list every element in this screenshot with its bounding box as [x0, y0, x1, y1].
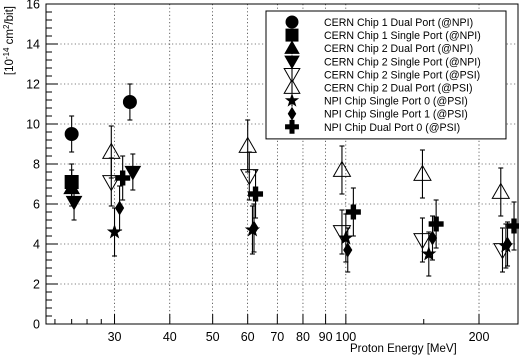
legend-marker — [285, 15, 299, 29]
x-tick-label: 100 — [335, 330, 356, 344]
data-point — [343, 242, 353, 258]
legend-label: CERN Chip 2 Single Port (@PSI) — [324, 69, 480, 81]
x-tick-label: 70 — [270, 330, 284, 344]
legend-item: NPI Chip Dual Port 0 (@PSI) — [285, 119, 460, 134]
legend-marker — [284, 55, 300, 70]
x-tick-label: 80 — [296, 330, 310, 344]
x-tick-label: 40 — [163, 330, 177, 344]
y-tick-label: 4 — [33, 238, 40, 252]
y-tick-label: 16 — [26, 0, 40, 12]
open-marker-point — [101, 142, 121, 159]
y-tick-label: 6 — [33, 198, 40, 212]
y-axis-title-prefix: [10 — [4, 59, 16, 75]
data-point — [115, 170, 131, 186]
legend: CERN Chip 1 Dual Port (@NPI)CERN Chip 1 … — [265, 10, 507, 140]
y-tick-label: 8 — [33, 158, 40, 172]
legend-label: NPI Chip Dual Port 0 (@PSI) — [324, 122, 460, 134]
data-point — [64, 127, 79, 141]
legend-item: CERN Chip 2 Single Port (@PSI) — [283, 68, 480, 84]
open-marker-point — [238, 136, 258, 153]
data-point — [427, 230, 438, 246]
y-tick-label: 0 — [33, 318, 40, 332]
open-marker-point — [413, 164, 432, 181]
x-tick-label: 60 — [241, 330, 255, 344]
x-axis-title: Proton Energy [MeV] — [350, 343, 457, 355]
data-point — [502, 236, 513, 252]
legend-label: CERN Chip 2 Dual Port (@PSI) — [324, 83, 473, 95]
legend-marker — [284, 93, 300, 107]
data-point — [421, 245, 437, 261]
legend-marker — [283, 68, 301, 84]
data-point — [124, 165, 142, 181]
y-axis-title-middle: cm — [4, 29, 16, 48]
x-tick-label: 90 — [319, 330, 333, 344]
legend-marker — [285, 28, 299, 42]
data-point — [114, 200, 125, 216]
data-point — [63, 179, 81, 195]
data-point — [338, 229, 354, 245]
legend-label: CERN Chip 1 Single Port (@NPI) — [324, 30, 481, 42]
legend-label: NPI Chip Single Port 0 (@PSI) — [324, 96, 468, 108]
legend-marker — [284, 40, 300, 54]
legend-item: NPI Chip Single Port 1 (@PSI) — [287, 106, 468, 121]
legend-marker — [287, 106, 297, 121]
open-marker-point — [332, 160, 352, 177]
data-point — [65, 195, 83, 211]
tick-labels: 0 2 4 6 8 10 12 14 16 30 40 50 60 70 80 90 100 200 — [26, 0, 489, 344]
y-axis-title-suffix: /bit] — [4, 6, 16, 25]
legend-item: NPI Chip Single Port 0 (@PSI) — [284, 93, 468, 108]
y-tick-label: 12 — [26, 78, 40, 92]
data-point — [249, 220, 259, 236]
open-marker-point — [101, 175, 121, 192]
legend-item: CERN Chip 1 Single Port (@NPI) — [285, 28, 481, 42]
legend-label: CERN Chip 1 Dual Port (@NPI) — [324, 17, 473, 29]
data-point — [248, 186, 264, 202]
data-point — [506, 218, 519, 234]
y-axis-title: [10-14 cm2/bit] — [2, 6, 16, 75]
legend-label: CERN Chip 2 Dual Port (@NPI) — [324, 43, 473, 55]
data-point — [106, 223, 123, 239]
y-tick-label: 10 — [26, 118, 40, 132]
data-point — [122, 95, 137, 109]
y-axis-title-square: 2 — [2, 24, 11, 29]
legend-marker — [285, 119, 299, 134]
legend-item: CERN Chip 1 Dual Port (@NPI) — [285, 15, 473, 29]
x-tick-label: 30 — [108, 330, 122, 344]
legend-box — [265, 10, 507, 140]
open-marker-point — [413, 233, 432, 250]
legend-item: CERN Chip 2 Single Port (@NPI) — [284, 55, 481, 70]
x-tick-label: 200 — [469, 330, 490, 344]
data-markers — [63, 95, 519, 261]
legend-item: CERN Chip 2 Dual Port (@NPI) — [284, 40, 473, 55]
legend-label: CERN Chip 2 Single Port (@NPI) — [324, 56, 481, 68]
axis-ticks — [46, 3, 480, 325]
x-tick-label: 50 — [206, 330, 220, 344]
y-axis-title-exponent: -14 — [2, 47, 11, 59]
open-marker-point — [491, 182, 511, 199]
y-tick-label: 14 — [26, 38, 40, 52]
legend-label: NPI Chip Single Port 1 (@PSI) — [324, 109, 468, 121]
open-marker-point — [239, 169, 259, 186]
y-tick-label: 2 — [33, 278, 40, 292]
data-point — [345, 204, 361, 220]
data-point — [428, 216, 444, 232]
